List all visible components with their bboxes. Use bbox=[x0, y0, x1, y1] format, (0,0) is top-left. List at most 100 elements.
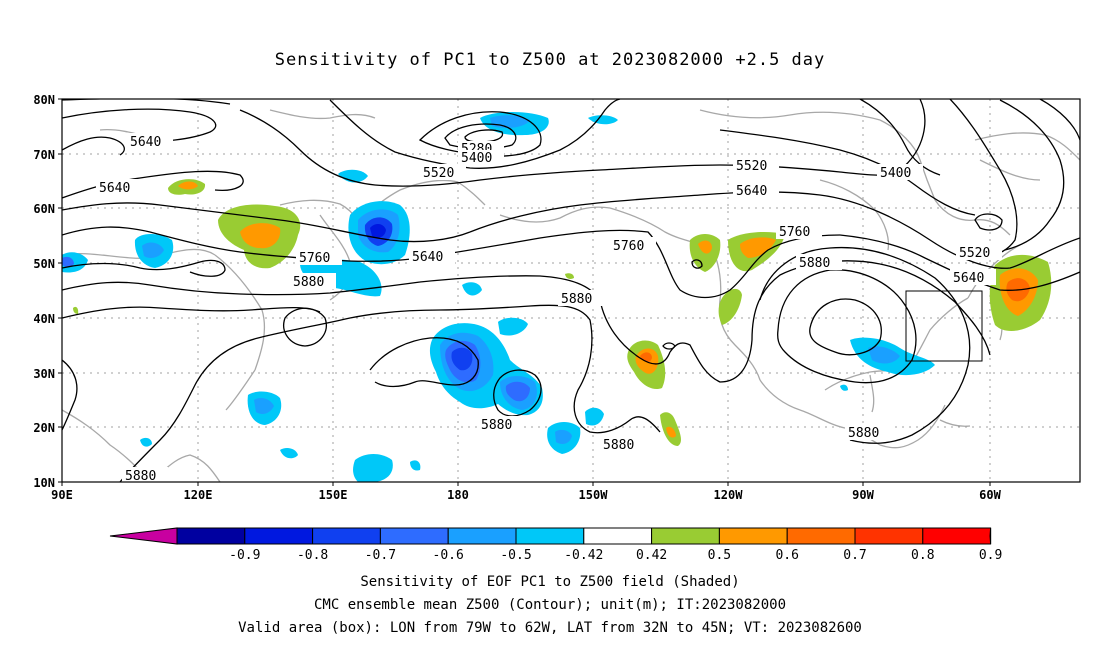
shade-negative-region bbox=[62, 256, 74, 267]
colorbar-label: 0.9 bbox=[979, 548, 1002, 563]
map-title: Sensitivity of PC1 to Z500 at 2023082000… bbox=[274, 50, 826, 70]
shade-positive-region bbox=[740, 237, 776, 258]
shade-negative-region bbox=[142, 242, 164, 258]
contour-label: 5760 bbox=[779, 225, 810, 240]
colorbar-segment bbox=[854, 527, 924, 545]
colorbar-label: -0.8 bbox=[297, 548, 328, 563]
contour-label: 5640 bbox=[736, 184, 767, 199]
colorbar-segment bbox=[312, 527, 381, 545]
lat-tick-label: 10N bbox=[33, 476, 55, 490]
contour-label: 5880 bbox=[799, 256, 830, 271]
contour-label: 5880 bbox=[481, 418, 512, 433]
colorbar-segment bbox=[176, 527, 246, 545]
contour-label: 5640 bbox=[953, 271, 984, 286]
colorbar-segment bbox=[583, 527, 653, 545]
colorbar bbox=[109, 527, 992, 545]
shade-positive-region bbox=[73, 306, 79, 314]
colorbar-label: -0.5 bbox=[500, 548, 531, 563]
shade-negative-region bbox=[868, 346, 900, 364]
lat-tick-label: 40N bbox=[33, 312, 55, 326]
shade-positive-region bbox=[718, 288, 742, 325]
shade-negative-region bbox=[840, 384, 848, 391]
shade-negative-region bbox=[585, 407, 604, 426]
lon-tick-label: 120W bbox=[714, 488, 744, 502]
colorbar-segment bbox=[447, 527, 517, 545]
shade-negative-region bbox=[140, 437, 152, 447]
shade-positive-region bbox=[240, 223, 281, 249]
contour-label: 5400 bbox=[880, 166, 911, 181]
shade-negative-region bbox=[410, 460, 421, 471]
colorbar-segment bbox=[922, 527, 992, 545]
lon-tick-label: 60W bbox=[979, 488, 1001, 502]
contour-label: 5520 bbox=[736, 159, 767, 174]
shade-negative-region bbox=[498, 317, 528, 336]
lon-tick-label: 90W bbox=[852, 488, 874, 502]
caption-line-2: CMC ensemble mean Z500 (Contour); unit(m… bbox=[313, 597, 786, 613]
lon-tick-label: 150W bbox=[579, 488, 609, 502]
colorbar-label: -0.6 bbox=[433, 548, 464, 563]
lat-tick-label: 50N bbox=[33, 257, 55, 271]
contour-label: 5640 bbox=[130, 135, 161, 150]
lat-tick-label: 60N bbox=[33, 202, 55, 216]
contour-label: 5400 bbox=[461, 151, 492, 166]
colorbar-label: 0.42 bbox=[636, 548, 667, 563]
contour-label: 5880 bbox=[293, 275, 324, 290]
lat-tick-label: 80N bbox=[33, 93, 55, 107]
colorbar-label: 0.6 bbox=[775, 548, 798, 563]
colorbar-segment bbox=[379, 527, 449, 545]
shade-negative-region bbox=[451, 347, 473, 371]
colorbar-label: -0.42 bbox=[564, 548, 603, 563]
contour-label: 5640 bbox=[99, 181, 130, 196]
lon-tick-label: 180 bbox=[447, 488, 469, 502]
colorbar-end-high bbox=[989, 527, 992, 545]
contour-label: 5880 bbox=[848, 426, 879, 441]
shade-positive-region bbox=[698, 240, 712, 254]
colorbar-label: 0.5 bbox=[708, 548, 731, 563]
contour-label: 5880 bbox=[561, 292, 592, 307]
shade-negative-region bbox=[370, 224, 386, 238]
colorbar-segment bbox=[718, 527, 788, 545]
shade-negative-region bbox=[280, 447, 298, 459]
lat-tick-label: 20N bbox=[33, 421, 55, 435]
caption-line-3: Valid area (box): LON from 79W to 62W, L… bbox=[238, 620, 862, 636]
contour-labels: 5640 5640 5280 5400 5520 5520 5640 5400 … bbox=[96, 133, 1002, 484]
lat-tick-label: 70N bbox=[33, 148, 55, 162]
shade-positive-region bbox=[565, 273, 574, 279]
shade-negative-region bbox=[555, 429, 572, 444]
valid-area-box bbox=[905, 290, 983, 362]
shade-negative-region bbox=[300, 259, 382, 297]
shade-positive-region bbox=[666, 426, 676, 438]
contour-label: 5520 bbox=[423, 166, 454, 181]
contour-label: 5880 bbox=[603, 438, 634, 453]
contour-label: 5520 bbox=[959, 246, 990, 261]
colorbar-label: -0.9 bbox=[229, 548, 260, 563]
colorbar-segment bbox=[244, 527, 314, 545]
lon-tick-label: 150E bbox=[319, 488, 348, 502]
shade-negative-region bbox=[353, 454, 393, 482]
colorbar-segment bbox=[786, 527, 856, 545]
sensitivity-shading bbox=[62, 112, 1052, 482]
shade-negative-region bbox=[462, 282, 482, 296]
contour-label: 5880 bbox=[125, 469, 156, 484]
contour-label: 5640 bbox=[412, 250, 443, 265]
colorbar-label: -0.7 bbox=[365, 548, 396, 563]
lat-tick-label: 30N bbox=[33, 367, 55, 381]
lon-axis bbox=[61, 482, 991, 486]
colorbar-end-low bbox=[109, 527, 178, 545]
shade-positive-region bbox=[178, 181, 198, 190]
caption-line-1: Sensitivity of EOF PC1 to Z500 field (Sh… bbox=[360, 574, 740, 590]
lon-tick-label: 90E bbox=[51, 488, 73, 502]
shade-negative-region bbox=[505, 381, 530, 402]
map-frame bbox=[61, 98, 1081, 483]
colorbar-segment bbox=[515, 527, 585, 545]
shade-negative-region bbox=[254, 398, 274, 414]
colorbar-labels: -0.9 -0.8 -0.7 -0.6 -0.5 -0.42 0.42 0.5 0.6 0.7 0.… bbox=[229, 548, 1002, 563]
lon-tick-label: 120E bbox=[184, 488, 213, 502]
colorbar-label: 0.7 bbox=[843, 548, 866, 563]
contour-label: 5760 bbox=[299, 251, 330, 266]
colorbar-segment bbox=[651, 527, 720, 545]
lat-axis bbox=[58, 98, 62, 483]
colorbar-label: 0.8 bbox=[911, 548, 934, 563]
contour-label: 5760 bbox=[613, 239, 644, 254]
